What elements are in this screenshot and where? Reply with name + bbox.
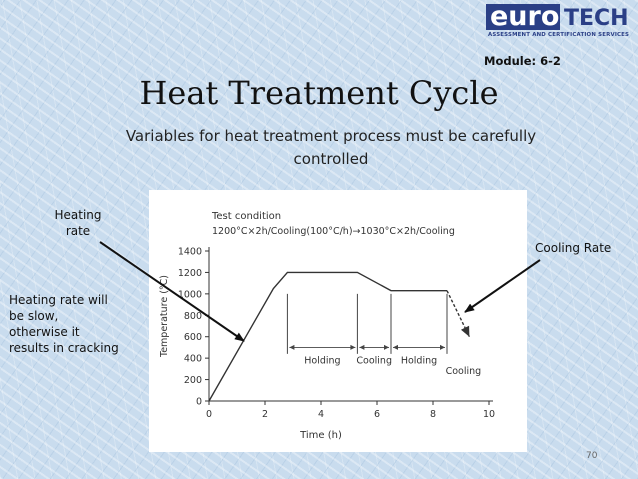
cooling-rate-label: Cooling Rate <box>535 241 612 255</box>
logo-box: euro <box>486 1 560 32</box>
temperature-series-line <box>208 271 447 402</box>
phase-arrowhead-left <box>359 344 365 350</box>
y-tick-label: 800 <box>184 311 202 322</box>
y-axis-label: Temperature (°C) <box>159 275 170 358</box>
slide-subtitle: Variables for heat treatment process mus… <box>88 125 574 171</box>
heating-rate-note: Heating rate will be slow, otherwise it … <box>9 292 139 356</box>
slide-title: Heat Treatment Cycle <box>139 74 499 112</box>
x-axis-label: Time (h) <box>299 430 342 441</box>
note-line-3: otherwise it <box>9 325 80 339</box>
y-tick-label: 200 <box>184 375 202 386</box>
phase-arrowhead-right <box>384 344 389 350</box>
y-tick-label: 600 <box>184 332 202 343</box>
y-tick-label: 400 <box>184 354 202 365</box>
logo-brand-right: TECH <box>564 6 629 31</box>
phase-arrowhead-left <box>289 344 295 350</box>
logo-tagline: ASSESSMENT AND CERTIFICATION SERVICES <box>488 32 630 38</box>
note-line-4: results in cracking <box>9 341 119 355</box>
x-tick-label: 10 <box>483 409 495 420</box>
phase-arrowhead-left <box>393 344 398 350</box>
note-line-1: Heating rate will <box>9 293 108 307</box>
chart-svg: Test condition 1200°C×2h/Cooling(100°C/h… <box>159 211 495 441</box>
subtitle-line-2: controlled <box>293 150 369 168</box>
x-tick-label: 8 <box>430 409 436 420</box>
y-tick-label: 1200 <box>178 268 202 279</box>
x-tick-group: 0 2 4 6 8 10 <box>206 401 495 420</box>
eurotech-logo: euro TECH ASSESSMENT AND CERTIFICATION S… <box>486 1 634 44</box>
phase-label: Cooling <box>356 355 392 366</box>
cooling-arrowhead <box>460 325 470 337</box>
heating-rate-line-2: rate <box>65 224 91 238</box>
cooling-end-label: Cooling <box>446 366 482 377</box>
heat-treatment-chart: Test condition 1200°C×2h/Cooling(100°C/h… <box>149 190 527 452</box>
heating-rate-label: Heating rate <box>50 207 106 239</box>
x-tick-label: 4 <box>318 409 324 420</box>
y-tick-label: 1000 <box>178 289 202 300</box>
y-tick-label: 1400 <box>178 247 202 258</box>
subtitle-line-1: Variables for heat treatment process mus… <box>125 127 537 145</box>
module-label: Module: 6-2 <box>484 54 561 68</box>
phase-annotation-group: Holding Cooling Holding <box>289 344 445 366</box>
phase-arrowhead-right <box>350 344 356 350</box>
phase-label: Holding <box>401 355 437 366</box>
divider-group <box>286 293 448 354</box>
logo-brand-left: euro <box>490 1 560 32</box>
y-tick-group: 0 200 400 600 800 1000 1200 1400 <box>178 247 209 408</box>
x-tick-label: 0 <box>206 409 212 420</box>
chart-title-line-1: Test condition <box>211 211 281 222</box>
y-tick-label: 0 <box>196 397 202 408</box>
x-tick-label: 2 <box>262 409 268 420</box>
phase-label: Holding <box>304 355 340 366</box>
x-tick-label: 6 <box>374 409 380 420</box>
phase-arrowhead-right <box>440 344 445 350</box>
slide-number: 70 <box>586 451 598 461</box>
note-line-2: be slow, <box>9 309 59 323</box>
chart-title-line-2: 1200°C×2h/Cooling(100°C/h)→1030°C×2h/Coo… <box>212 226 455 237</box>
heating-rate-line-1: Heating <box>54 208 102 222</box>
